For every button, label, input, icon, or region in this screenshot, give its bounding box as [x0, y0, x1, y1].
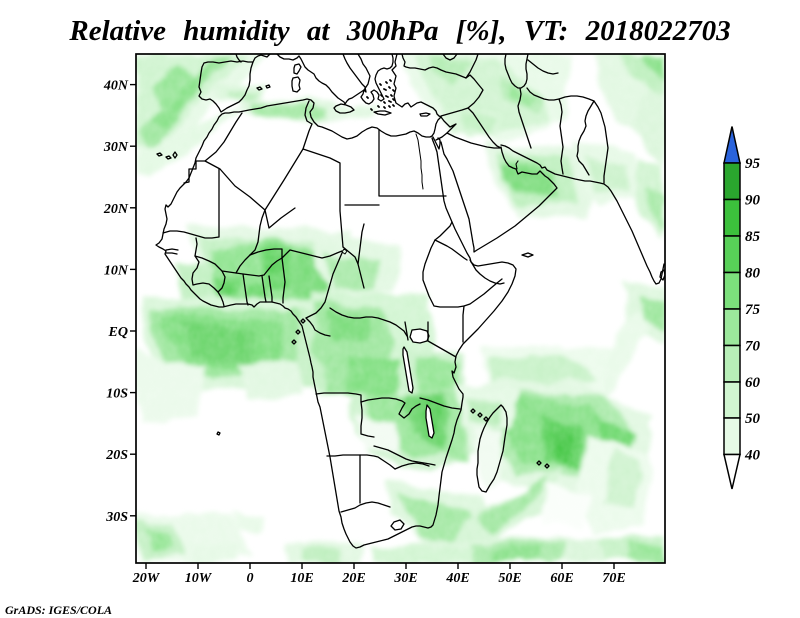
- svg-text:30S: 30S: [105, 510, 128, 525]
- svg-text:10S: 10S: [106, 387, 128, 402]
- svg-text:GrADS: IGES/COLA: GrADS: IGES/COLA: [5, 603, 112, 617]
- svg-text:40N: 40N: [103, 79, 129, 94]
- svg-text:30N: 30N: [103, 140, 129, 155]
- svg-text:20W: 20W: [132, 571, 161, 586]
- svg-text:10E: 10E: [290, 571, 313, 586]
- svg-text:10W: 10W: [185, 571, 213, 586]
- svg-text:50: 50: [745, 411, 761, 427]
- svg-text:90: 90: [745, 193, 761, 209]
- svg-text:85: 85: [745, 229, 761, 245]
- svg-text:75: 75: [745, 302, 761, 318]
- svg-text:70: 70: [745, 339, 761, 355]
- svg-text:20S: 20S: [105, 448, 128, 463]
- svg-text:70E: 70E: [602, 571, 625, 586]
- svg-text:40: 40: [744, 448, 761, 464]
- svg-text:40E: 40E: [445, 571, 469, 586]
- svg-text:80: 80: [745, 266, 761, 282]
- svg-text:95: 95: [745, 156, 761, 172]
- svg-text:30E: 30E: [393, 571, 417, 586]
- svg-text:10N: 10N: [104, 263, 129, 278]
- svg-text:20N: 20N: [103, 202, 129, 217]
- svg-text:60: 60: [745, 375, 761, 391]
- svg-text:20E: 20E: [341, 571, 365, 586]
- svg-text:60E: 60E: [550, 571, 573, 586]
- svg-text:50E: 50E: [498, 571, 521, 586]
- svg-text:Relative humidity at 300hPa [%: Relative humidity at 300hPa [%], VT: 201…: [68, 15, 730, 47]
- svg-text:EQ: EQ: [108, 325, 128, 340]
- svg-text:0: 0: [247, 571, 254, 586]
